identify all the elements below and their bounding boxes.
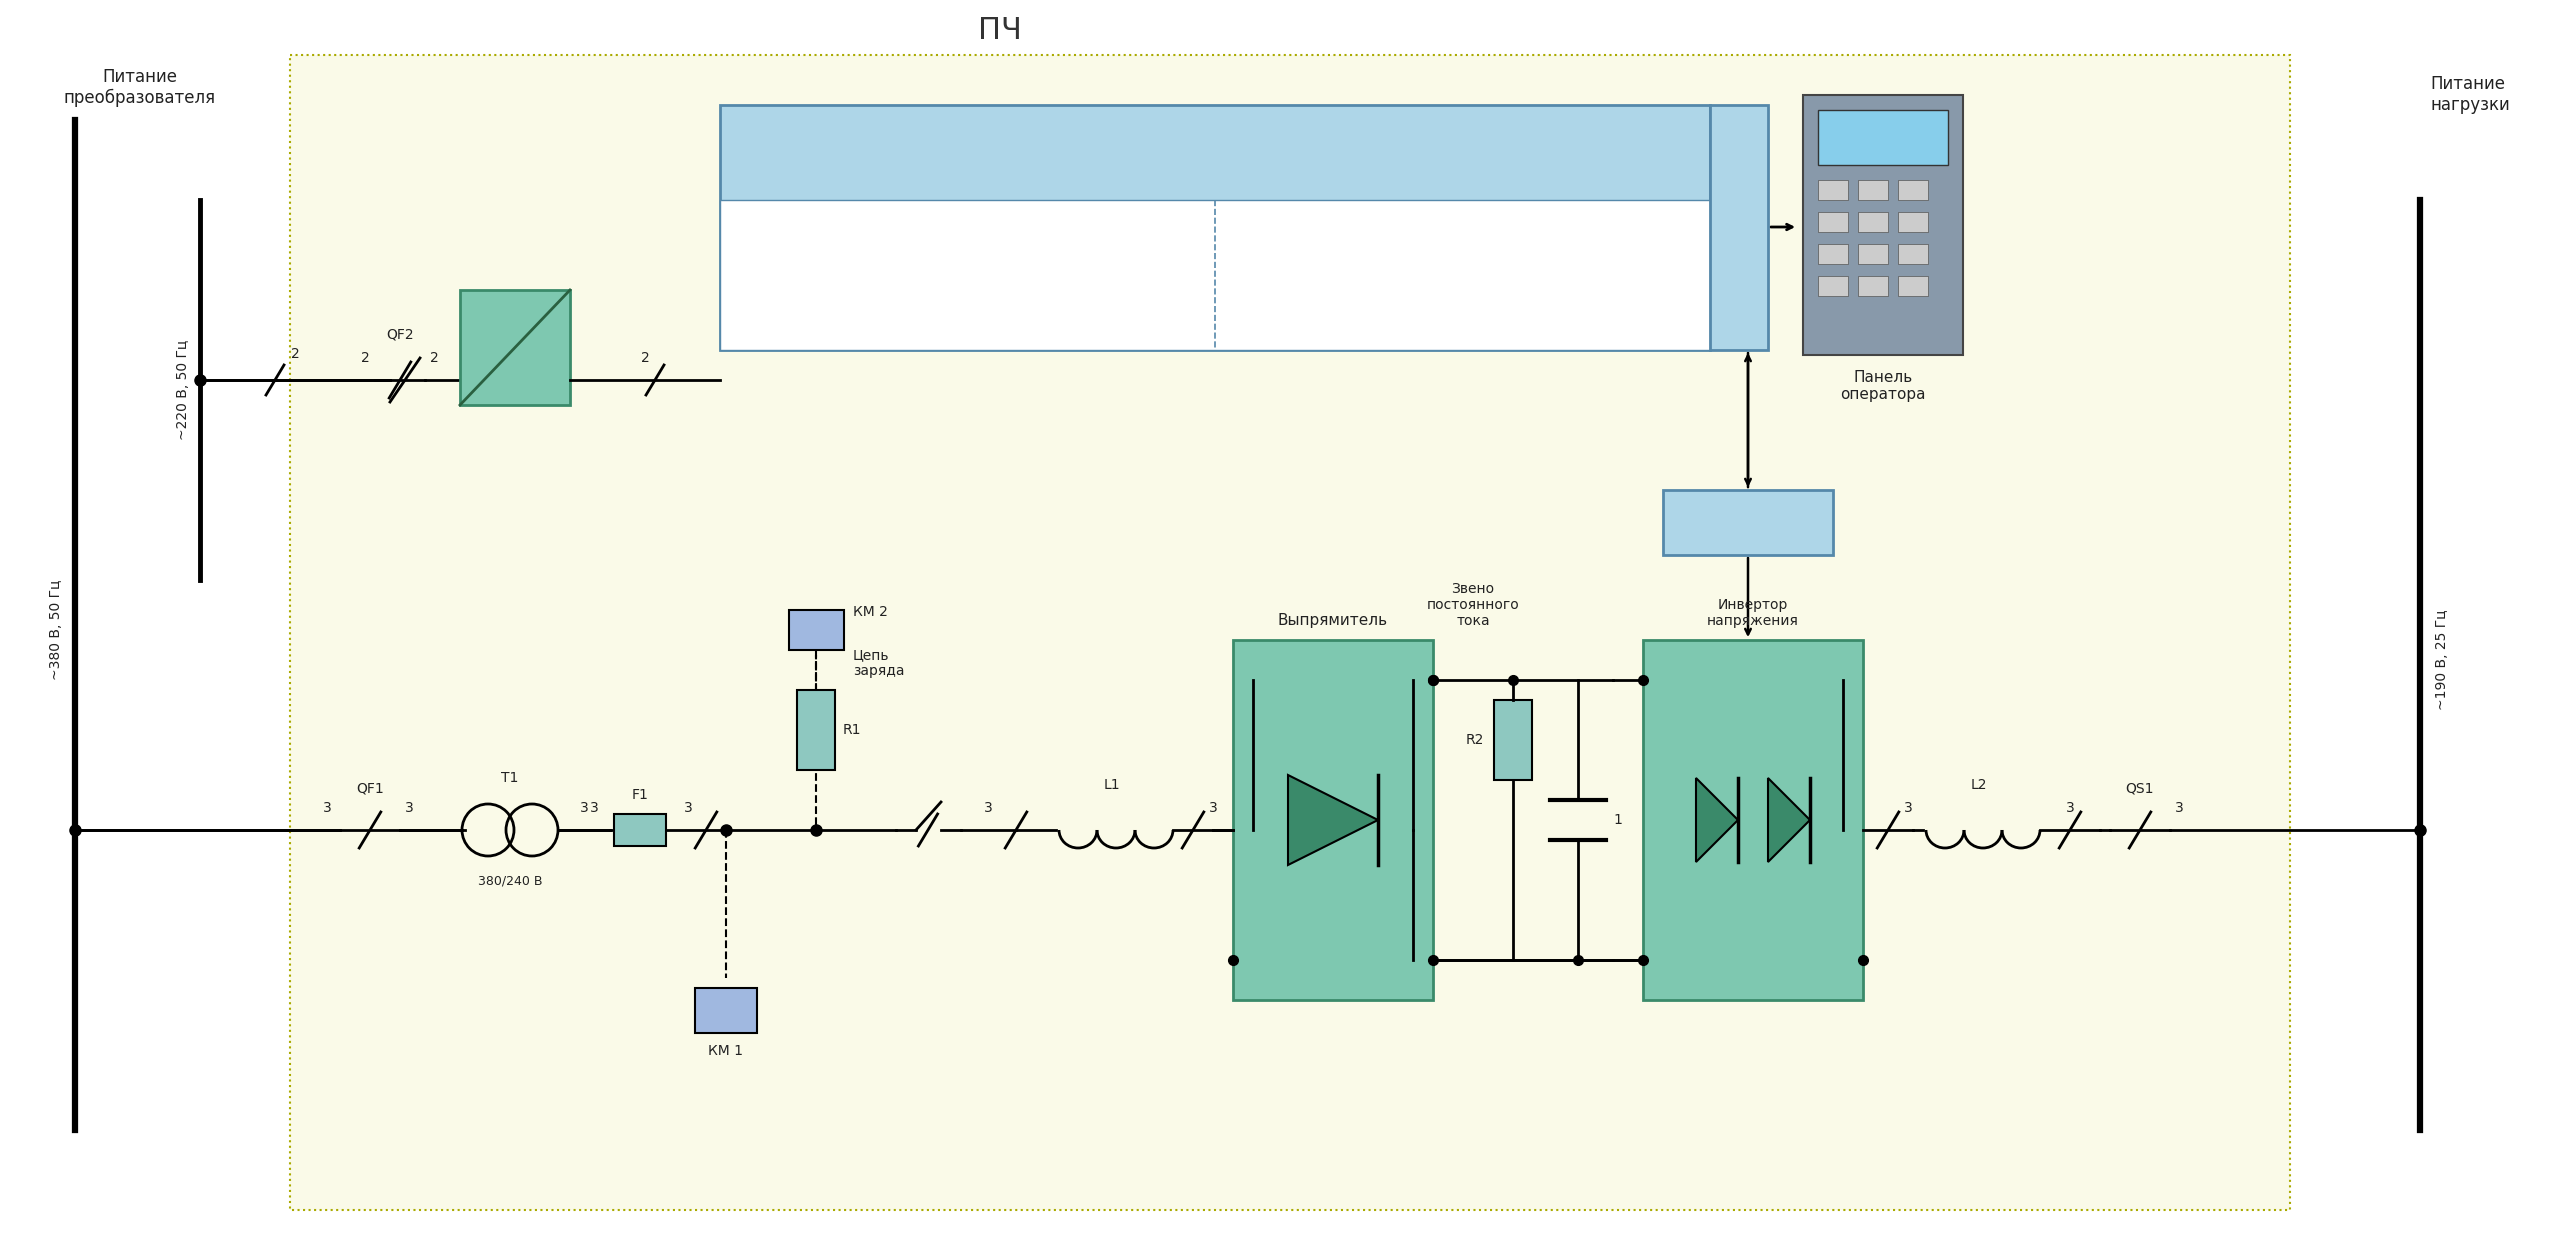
Text: L2: L2 [1971, 777, 1987, 793]
Bar [1818, 245, 1848, 265]
Text: 3: 3 [323, 801, 333, 815]
Text: 2: 2 [292, 347, 300, 361]
Text: F1: F1 [632, 788, 648, 803]
Bar [1818, 212, 1848, 232]
Text: Цепь
заряда: Цепь заряда [852, 648, 904, 678]
Text: 3: 3 [2066, 801, 2074, 815]
Text: Выпрямитель: Выпрямитель [1277, 613, 1388, 628]
Text: Питание
нагрузки: Питание нагрузки [2429, 75, 2509, 114]
Bar [1818, 181, 1848, 199]
Bar [1802, 95, 1964, 355]
Text: ~220 В, 50 Гц: ~220 В, 50 Гц [177, 340, 189, 440]
Text: 2: 2 [640, 351, 650, 365]
Bar [1710, 105, 1769, 350]
Text: Аналоговые
входы/выходы: Аналоговые входы/выходы [909, 258, 1027, 291]
Text: L1: L1 [1103, 777, 1121, 793]
Text: R2: R2 [1467, 734, 1485, 747]
Text: Драйвер: Драйвер [1708, 513, 1789, 530]
Bar [1897, 181, 1928, 199]
Bar [1897, 245, 1928, 265]
Text: 6: 6 [1720, 650, 1731, 665]
Text: 1: 1 [1613, 813, 1623, 826]
Bar [1818, 110, 1948, 166]
Bar [461, 290, 571, 405]
Text: 3: 3 [684, 801, 691, 815]
Text: QF2: QF2 [387, 329, 415, 342]
Text: 3: 3 [579, 801, 589, 815]
Bar [1495, 700, 1531, 780]
Polygon shape [1288, 775, 1377, 865]
Text: 24V: 24V [494, 322, 535, 341]
Text: 3: 3 [591, 801, 599, 815]
Text: Дискретные
входы/выходы: Дискретные входы/выходы [1403, 258, 1521, 291]
Text: 3: 3 [1208, 801, 1219, 815]
Bar [796, 690, 835, 770]
Text: ~: ~ [507, 352, 525, 372]
Bar [719, 105, 1710, 350]
Bar [1897, 276, 1928, 296]
Text: Звено
постоянного
тока: Звено постоянного тока [1426, 582, 1521, 628]
Bar [694, 988, 758, 1033]
Text: 3: 3 [404, 801, 415, 815]
Text: Панель
оператора: Панель оператора [1841, 370, 1925, 403]
Text: 2: 2 [361, 351, 371, 365]
Polygon shape [1769, 777, 1810, 861]
Text: Инвертор
напряжения: Инвертор напряжения [1708, 598, 1800, 628]
Bar [1897, 212, 1928, 232]
Bar [1859, 276, 1889, 296]
Text: Питание
преобразователя: Питание преобразователя [64, 68, 215, 107]
Text: 2: 2 [430, 351, 438, 365]
Bar [719, 199, 1710, 350]
Bar [1644, 640, 1864, 999]
Bar [1234, 640, 1434, 999]
Bar [289, 55, 2291, 1210]
Text: T1: T1 [502, 771, 520, 785]
Bar [788, 609, 845, 650]
Bar [1859, 181, 1889, 199]
Bar [614, 814, 666, 846]
Text: ~380 В, 50 Гц: ~380 В, 50 Гц [49, 579, 64, 680]
Text: 3: 3 [983, 801, 993, 815]
Bar [1859, 245, 1889, 265]
Text: КМ 2: КМ 2 [852, 604, 888, 619]
Text: R1: R1 [842, 724, 863, 737]
Text: 3: 3 [2176, 801, 2184, 815]
Text: QF1: QF1 [356, 781, 384, 795]
Bar [1664, 490, 1833, 556]
Text: 3: 3 [1905, 801, 1912, 815]
Text: ~190 В, 25 Гц: ~190 В, 25 Гц [2435, 609, 2450, 710]
Polygon shape [1697, 777, 1738, 861]
Text: ПЧ: ПЧ [978, 16, 1021, 45]
Bar [1859, 212, 1889, 232]
Text: КМ 1: КМ 1 [709, 1045, 742, 1058]
Text: 380/240 В: 380/240 В [479, 875, 543, 888]
Text: QS1: QS1 [2125, 781, 2156, 795]
Text: RS232: RS232 [1733, 207, 1746, 247]
Text: Контороллер: Контороллер [1147, 135, 1283, 154]
Bar [1818, 276, 1848, 296]
